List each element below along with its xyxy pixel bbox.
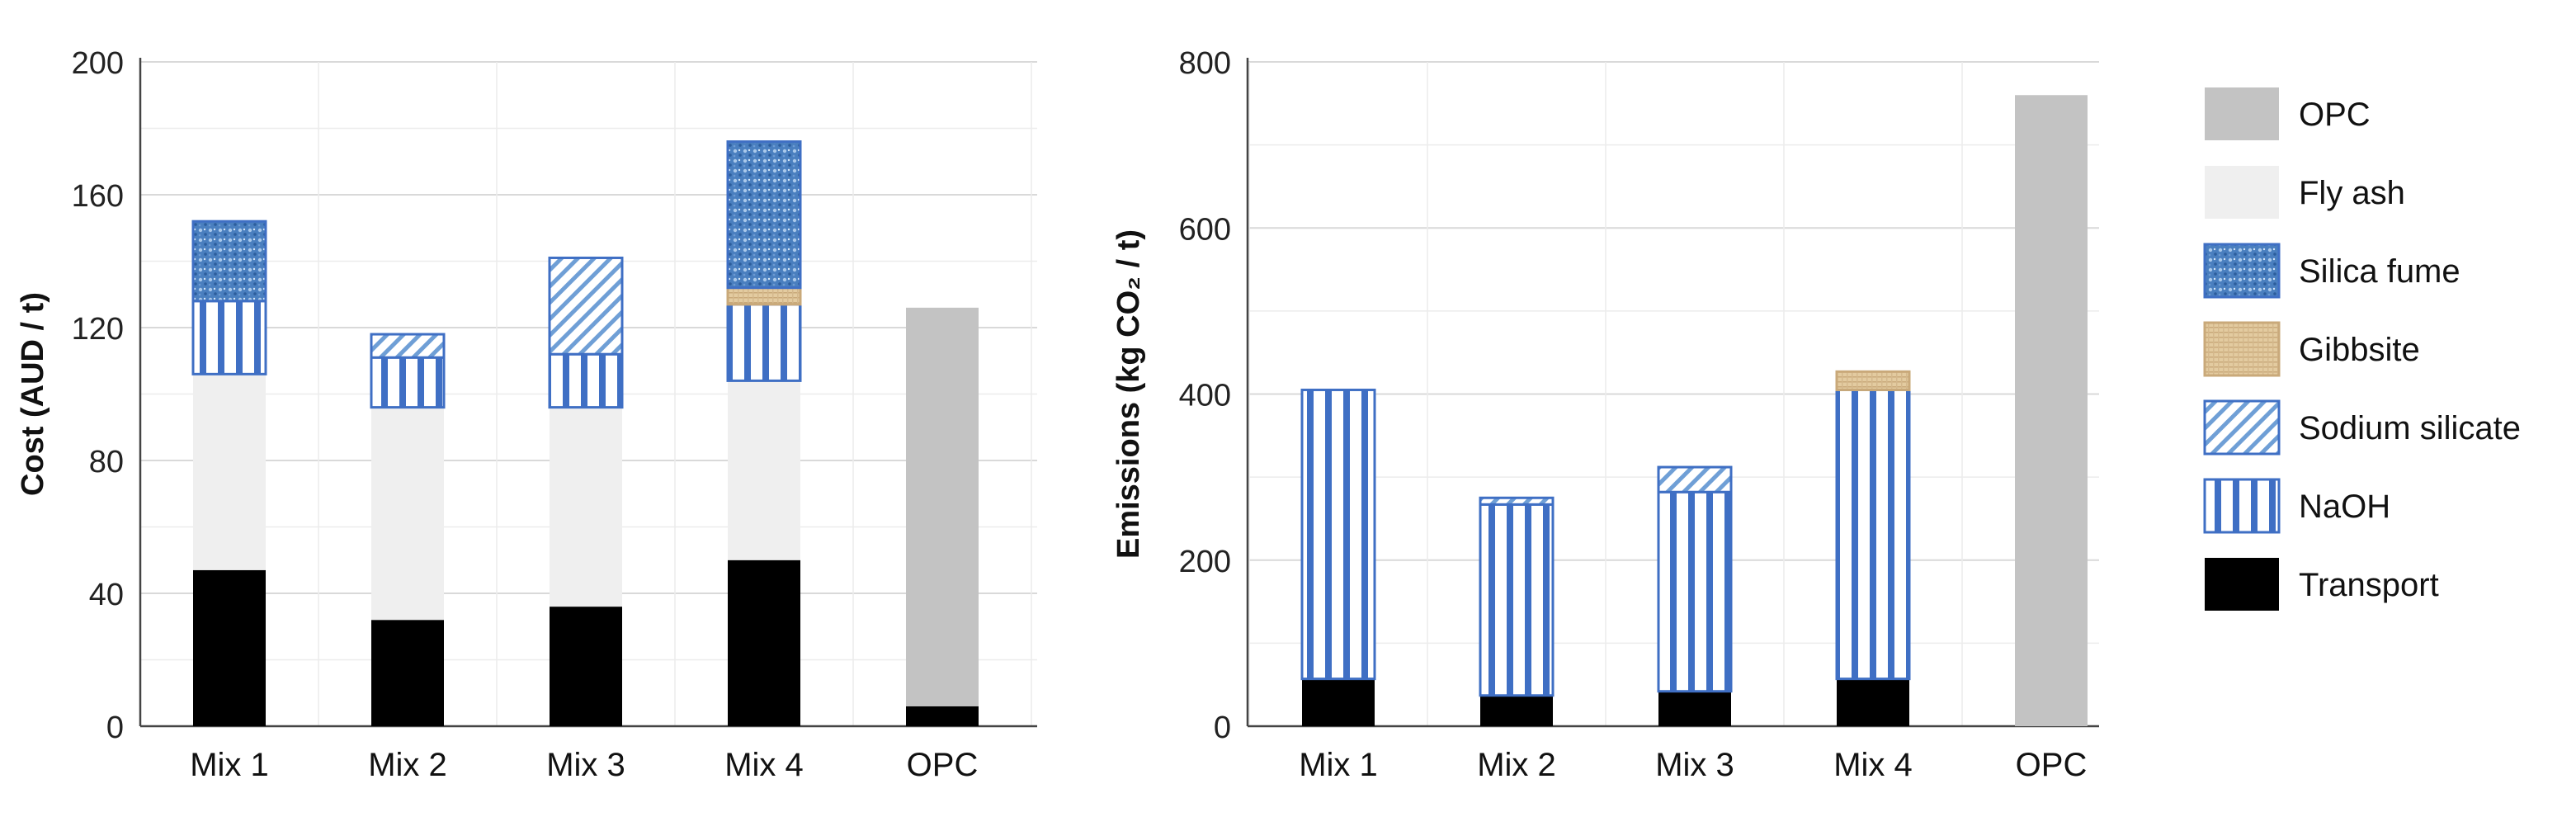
bar-segment-silica-fume <box>726 140 802 290</box>
x-tick-label: Mix 4 <box>724 747 804 783</box>
legend-label-transport: Transport <box>2299 567 2439 603</box>
bar-segment-sodium-silicate <box>1479 496 1555 506</box>
bar-segment-transport <box>550 607 622 726</box>
bar-segment-opc <box>906 307 979 706</box>
legend-swatch-silica-fume <box>2203 243 2281 299</box>
y-tick-label: 600 <box>1179 212 1231 247</box>
bar-segment-naoh <box>726 303 802 382</box>
bar-segment-transport <box>728 560 800 726</box>
y-tick-label: 800 <box>1179 46 1231 81</box>
x-tick-label: Mix 3 <box>1655 747 1734 783</box>
bar-segment-sodium-silicate <box>1657 465 1733 493</box>
bar-segment-gibbsite <box>1835 370 1911 391</box>
y-tick-label: 0 <box>106 711 124 745</box>
bar-segment-transport <box>193 569 266 726</box>
bar-segment-naoh <box>1300 388 1376 681</box>
x-tick-label: OPC <box>2016 747 2088 783</box>
x-tick-label: OPC <box>907 747 979 783</box>
x-tick-label: Mix 1 <box>190 747 269 783</box>
legend-label-naoh: NaOH <box>2299 489 2390 525</box>
y-tick-label: 160 <box>72 179 124 214</box>
y-tick-label: 200 <box>72 46 124 81</box>
bar-segment-gibbsite <box>726 286 802 306</box>
y-axis-label: Emissions (kg CO₂ / t) <box>1111 229 1146 559</box>
bar-segment-fly-ash <box>371 407 444 621</box>
x-tick-label: Mix 2 <box>368 747 447 783</box>
bar-segment-naoh <box>370 356 446 409</box>
bar-segment-naoh <box>191 300 267 375</box>
legend-swatch-gibbsite <box>2203 321 2281 377</box>
bar-segment-transport <box>1480 695 1553 726</box>
legend-label-silica-fume: Silica fume <box>2299 253 2460 290</box>
legend-swatch-sodium-silicate <box>2203 399 2281 456</box>
x-tick-label: Mix 2 <box>1477 747 1556 783</box>
legend-swatch-naoh <box>2203 478 2281 534</box>
x-tick-label: Mix 1 <box>1299 747 1378 783</box>
legend-swatch-opc <box>2205 87 2279 140</box>
legend: OPC Fly ash Silica fume Gibbsite Sodium sili… <box>2203 87 2521 611</box>
y-tick-label: 120 <box>72 312 124 347</box>
bar-segment-fly-ash <box>193 374 266 570</box>
bar-segment-opc <box>2015 95 2088 726</box>
legend-label-gibbsite: Gibbsite <box>2299 332 2420 368</box>
bar-segment-transport <box>371 620 444 726</box>
y-axis-label: Cost (AUD / t) <box>16 292 50 496</box>
bar-segment-fly-ash <box>728 380 800 560</box>
y-tick-label: 0 <box>1214 711 1231 745</box>
bar-segment-fly-ash <box>550 407 622 607</box>
bar-segment-sodium-silicate <box>370 333 446 359</box>
bar-segment-transport <box>906 706 979 726</box>
bar-segment-naoh <box>1835 388 1911 681</box>
bar-segment-transport <box>1837 678 1909 726</box>
legend-swatch-transport <box>2205 558 2279 611</box>
bar-segment-silica-fume <box>191 220 267 303</box>
legend-label-fly-ash: Fly ash <box>2299 175 2405 211</box>
x-tick-label: Mix 4 <box>1833 747 1913 783</box>
bar-segment-naoh <box>1657 490 1733 693</box>
legend-label-opc: OPC <box>2299 97 2371 133</box>
bar-segment-transport <box>1658 691 1731 726</box>
bar-segment-naoh <box>548 352 624 409</box>
bar-segment-naoh <box>1479 503 1555 697</box>
bar-segment-transport <box>1302 678 1375 726</box>
emissions-chart: 0 200 400 600 800 Emissions (kg CO₂ / t) Mix 1… <box>1111 46 2099 783</box>
x-tick-label: Mix 3 <box>546 747 625 783</box>
y-tick-label: 400 <box>1179 379 1231 413</box>
bar-segment-sodium-silicate <box>548 256 624 356</box>
y-tick-label: 40 <box>89 578 124 612</box>
y-tick-label: 80 <box>89 445 124 479</box>
cost-chart: 0 40 80 120 160 200 Cost (AUD / t) Mix 1 Mix 2 Mi… <box>16 46 1037 783</box>
y-tick-label: 200 <box>1179 545 1231 579</box>
legend-label-sodium-silicate: Sodium silicate <box>2299 410 2521 446</box>
legend-swatch-fly-ash <box>2205 166 2279 219</box>
